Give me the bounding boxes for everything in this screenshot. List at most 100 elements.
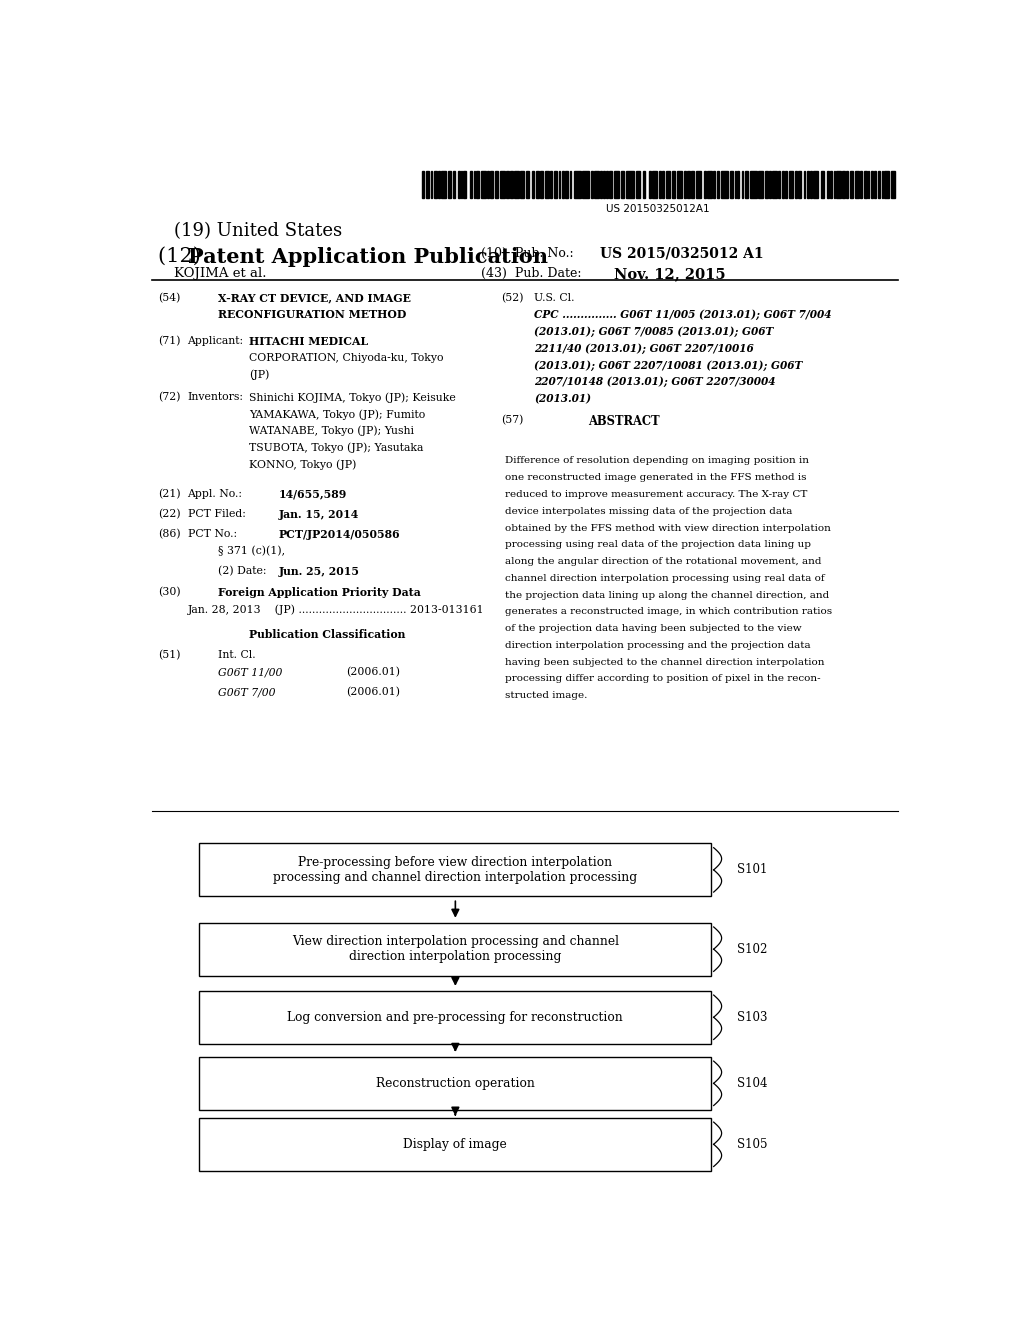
Bar	[874, 170, 877, 198]
Bar	[810, 170, 812, 198]
Bar	[438, 170, 440, 198]
Text: (2006.01): (2006.01)	[346, 667, 400, 677]
Text: WATANABE, Tokyo (JP); Yushi: WATANABE, Tokyo (JP); Yushi	[249, 426, 414, 437]
Text: one reconstructed image generated in the FFS method is: one reconstructed image generated in the…	[505, 474, 807, 482]
Bar	[804, 170, 805, 198]
Text: of the projection data having been subjected to the view: of the projection data having been subje…	[505, 624, 802, 634]
Text: Applicant:: Applicant:	[187, 337, 244, 346]
Text: Int. Cl.: Int. Cl.	[218, 651, 255, 660]
Bar	[795, 170, 797, 198]
Text: G06T 11/00: G06T 11/00	[218, 667, 282, 677]
Text: Reconstruction operation: Reconstruction operation	[376, 1077, 535, 1090]
Text: Shinichi KOJIMA, Tokyo (JP); Keisuke: Shinichi KOJIMA, Tokyo (JP); Keisuke	[249, 392, 456, 403]
Text: (2013.01): (2013.01)	[535, 393, 592, 404]
Text: View direction interpolation processing and channel
direction interpolation proc: View direction interpolation processing …	[292, 935, 618, 964]
Bar	[490, 170, 494, 198]
Bar	[200, 923, 712, 975]
Bar	[200, 1118, 712, 1171]
Text: (21): (21)	[158, 488, 181, 499]
Bar	[758, 170, 763, 198]
Text: channel direction interpolation processing using real data of: channel direction interpolation processi…	[505, 574, 824, 583]
Text: device interpolates missing data of the projection data: device interpolates missing data of the …	[505, 507, 793, 516]
Bar	[554, 170, 557, 198]
Bar	[734, 170, 736, 198]
Text: processing using real data of the projection data lining up: processing using real data of the projec…	[505, 540, 811, 549]
Bar	[708, 170, 712, 198]
Bar	[200, 991, 712, 1044]
Bar	[583, 170, 590, 198]
Text: S104: S104	[736, 1077, 767, 1090]
Text: YAMAKAWA, Tokyo (JP); Fumito: YAMAKAWA, Tokyo (JP); Fumito	[249, 409, 425, 420]
Text: 14/655,589: 14/655,589	[279, 488, 347, 500]
Bar	[453, 170, 455, 198]
Bar	[559, 170, 560, 198]
Bar	[487, 170, 489, 198]
Bar	[422, 170, 424, 198]
Bar	[622, 170, 625, 198]
Text: U.S. Cl.: U.S. Cl.	[535, 293, 574, 302]
Bar	[565, 170, 568, 198]
Bar	[687, 170, 690, 198]
Text: structed image.: structed image.	[505, 692, 588, 700]
Bar	[536, 170, 539, 198]
Bar	[614, 170, 620, 198]
Text: KONNO, Tokyo (JP): KONNO, Tokyo (JP)	[249, 459, 356, 470]
Bar	[458, 170, 460, 198]
Text: Jun. 25, 2015: Jun. 25, 2015	[279, 566, 359, 577]
Text: (43)  Pub. Date:: (43) Pub. Date:	[481, 267, 582, 280]
Bar	[717, 170, 719, 198]
Text: KOJIMA et al.: KOJIMA et al.	[174, 267, 266, 280]
Text: (52): (52)	[501, 293, 523, 302]
Bar	[784, 170, 786, 198]
Bar	[798, 170, 801, 198]
Bar	[696, 170, 701, 198]
Bar	[705, 170, 707, 198]
Bar	[663, 170, 665, 198]
Bar	[882, 170, 883, 198]
Bar	[834, 170, 835, 198]
Text: (JP): (JP)	[249, 370, 269, 380]
Text: obtained by the FFS method with view direction interpolation: obtained by the FFS method with view dir…	[505, 524, 830, 532]
Bar	[878, 170, 880, 198]
Text: Pre-processing before view direction interpolation
processing and channel direct: Pre-processing before view direction int…	[273, 855, 637, 884]
Text: S103: S103	[736, 1011, 767, 1024]
Text: (2013.01); G06T 7/0085 (2013.01); G06T: (2013.01); G06T 7/0085 (2013.01); G06T	[535, 326, 774, 337]
Bar	[550, 170, 552, 198]
Text: Display of image: Display of image	[403, 1138, 507, 1151]
Text: (51): (51)	[158, 651, 180, 660]
Text: direction interpolation processing and the projection data: direction interpolation processing and t…	[505, 642, 811, 649]
Text: (30): (30)	[158, 587, 181, 598]
Bar	[813, 170, 817, 198]
Text: § 371 (c)(1),: § 371 (c)(1),	[218, 546, 285, 557]
Text: Patent Application Publication: Patent Application Publication	[187, 247, 548, 267]
Bar	[714, 170, 715, 198]
Text: Log conversion and pre-processing for reconstruction: Log conversion and pre-processing for re…	[288, 1011, 624, 1024]
Text: generates a reconstructed image, in which contribution ratios: generates a reconstructed image, in whic…	[505, 607, 833, 616]
Bar	[765, 170, 768, 198]
Text: Jan. 28, 2013    (JP) ................................ 2013-013161: Jan. 28, 2013 (JP) .....................…	[187, 605, 484, 615]
Text: Difference of resolution depending on imaging position in: Difference of resolution depending on im…	[505, 457, 809, 466]
Text: reduced to improve measurement accuracy. The X-ray CT: reduced to improve measurement accuracy.…	[505, 490, 807, 499]
Bar	[846, 170, 848, 198]
Bar	[744, 170, 748, 198]
Bar	[643, 170, 645, 198]
Bar	[836, 170, 841, 198]
Bar	[200, 843, 712, 896]
Bar	[729, 170, 733, 198]
Bar	[788, 170, 794, 198]
Bar	[666, 170, 671, 198]
Bar	[520, 170, 523, 198]
Bar	[531, 170, 534, 198]
Text: S105: S105	[736, 1138, 767, 1151]
Text: CPC ............... G06T 11/005 (2013.01); G06T 7/004: CPC ............... G06T 11/005 (2013.01…	[535, 309, 831, 321]
Bar	[600, 170, 602, 198]
Text: having been subjected to the channel direction interpolation: having been subjected to the channel dir…	[505, 657, 824, 667]
Text: (2013.01); G06T 2207/10081 (2013.01); G06T: (2013.01); G06T 2207/10081 (2013.01); G0…	[535, 359, 803, 371]
Text: PCT/JP2014/050586: PCT/JP2014/050586	[279, 529, 400, 540]
Bar	[778, 170, 780, 198]
Bar	[807, 170, 809, 198]
Text: US 20150325012A1: US 20150325012A1	[606, 205, 710, 214]
Bar	[769, 170, 771, 198]
Bar	[891, 170, 895, 198]
Text: (10)  Pub. No.:: (10) Pub. No.:	[481, 247, 573, 260]
